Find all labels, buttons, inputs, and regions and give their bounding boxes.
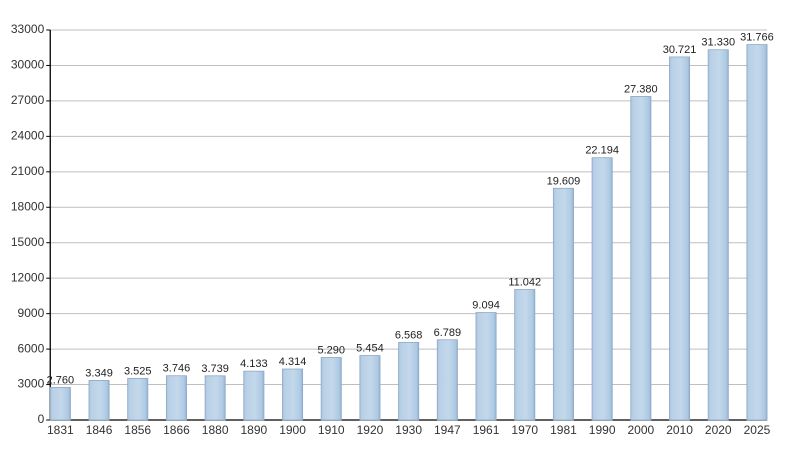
svg-text:2000: 2000: [627, 423, 654, 437]
svg-text:30.721: 30.721: [663, 44, 697, 56]
svg-text:1981: 1981: [550, 423, 577, 437]
svg-text:27000: 27000: [11, 93, 45, 107]
svg-text:22.194: 22.194: [585, 145, 619, 157]
svg-text:1900: 1900: [279, 423, 306, 437]
svg-text:1990: 1990: [589, 423, 616, 437]
svg-text:5.290: 5.290: [317, 344, 345, 356]
svg-text:2025: 2025: [744, 423, 771, 437]
svg-text:33000: 33000: [11, 22, 45, 36]
svg-text:3000: 3000: [18, 377, 45, 391]
svg-text:15000: 15000: [11, 235, 45, 249]
svg-text:1947: 1947: [434, 423, 461, 437]
svg-text:3.525: 3.525: [124, 365, 152, 377]
svg-text:1890: 1890: [240, 423, 267, 437]
svg-text:3.349: 3.349: [85, 367, 113, 379]
svg-text:6000: 6000: [18, 341, 45, 355]
svg-text:31.330: 31.330: [701, 37, 735, 49]
svg-text:4.314: 4.314: [279, 356, 307, 368]
svg-text:2.760: 2.760: [47, 374, 75, 386]
svg-text:30000: 30000: [11, 58, 45, 72]
svg-text:5.454: 5.454: [356, 343, 384, 355]
svg-text:1970: 1970: [511, 423, 538, 437]
svg-text:24000: 24000: [11, 129, 45, 143]
svg-text:2010: 2010: [666, 423, 693, 437]
svg-text:31.766: 31.766: [740, 32, 774, 44]
svg-text:12000: 12000: [11, 270, 45, 284]
svg-text:1831: 1831: [47, 423, 74, 437]
svg-text:3.739: 3.739: [201, 363, 229, 375]
svg-text:1961: 1961: [473, 423, 500, 437]
svg-text:2020: 2020: [705, 423, 732, 437]
svg-text:1880: 1880: [202, 423, 229, 437]
svg-text:19.609: 19.609: [547, 175, 581, 187]
svg-text:9000: 9000: [18, 306, 45, 320]
svg-text:9.094: 9.094: [472, 300, 500, 312]
svg-text:21000: 21000: [11, 164, 45, 178]
svg-text:6.789: 6.789: [434, 327, 462, 339]
svg-text:1930: 1930: [395, 423, 422, 437]
svg-text:1856: 1856: [124, 423, 151, 437]
svg-text:0: 0: [38, 412, 45, 426]
svg-text:27.380: 27.380: [624, 83, 658, 95]
svg-text:6.568: 6.568: [395, 329, 423, 341]
svg-text:18000: 18000: [11, 199, 45, 213]
svg-text:11.042: 11.042: [508, 277, 541, 289]
svg-text:3.746: 3.746: [163, 363, 191, 375]
svg-text:1846: 1846: [86, 423, 113, 437]
svg-text:4.133: 4.133: [240, 358, 268, 370]
svg-text:1910: 1910: [318, 423, 345, 437]
svg-text:1920: 1920: [357, 423, 384, 437]
svg-text:1866: 1866: [163, 423, 190, 437]
